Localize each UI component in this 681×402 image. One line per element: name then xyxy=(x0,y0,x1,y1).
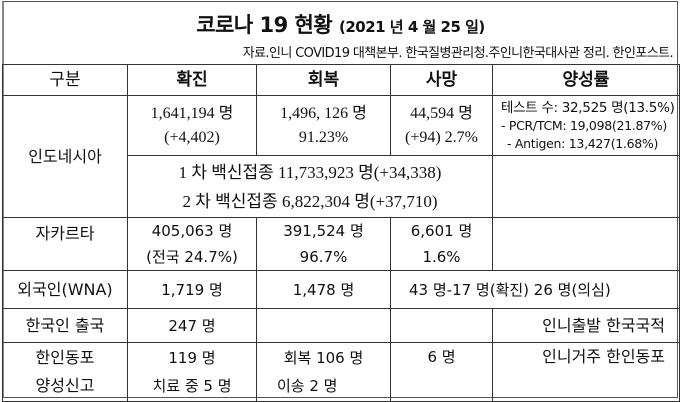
korean-departure-deaths xyxy=(390,308,493,343)
korean-residents-deaths: 6 명 xyxy=(390,342,493,402)
korean-residents-recovered: 회복 106 명 이송 2 명 xyxy=(256,342,391,402)
positivity-tests: 테스트 수: 32,525 명(13.5%) xyxy=(501,99,675,116)
row-label-jakarta: 자카르타 xyxy=(2,217,128,271)
korean-departure-recovered xyxy=(256,308,391,343)
indonesia-positivity: 테스트 수: 32,525 명(13.5%) - PCR/TCM: 19,098… xyxy=(492,95,680,156)
header-positivity: 양성률 xyxy=(492,64,680,96)
indonesia-recovered-total: 1,496, 126 명 xyxy=(280,104,367,122)
jakarta-recovered: 391,524 명 96.7% xyxy=(256,217,391,271)
jakarta-confirmed-share: (전국 24.7%) xyxy=(146,248,238,266)
page-title: 코로나 19 현황 (2021 년 4 월 25 일) xyxy=(0,9,681,39)
jakarta-recovered-total: 391,524 명 xyxy=(283,222,364,240)
wna-confirmed: 1,719 명 xyxy=(127,270,257,309)
header-category: 구분 xyxy=(2,64,128,96)
residents-transferred: 이송 2 명 xyxy=(277,377,338,395)
header-row: 구분 확진 회복 사망 양성률 xyxy=(2,64,680,96)
vaccine-first-dose: 1 차 백신접종 11,733,923 명(+34,338) xyxy=(178,162,442,182)
indonesia-confirmed-delta: (+4,402) xyxy=(164,128,220,146)
indonesia-deaths-rate: (+94) 2.7% xyxy=(404,128,478,146)
row-label-line2: 양성신고 xyxy=(35,376,95,395)
residents-in-treatment: 치료 중 5 명 xyxy=(152,377,232,395)
indonesia-recovered-rate: 91.23% xyxy=(298,128,349,146)
table-row-korean-residents: 한인동포 양성신고 119 명 치료 중 5 명 회복 106 명 이송 2 명… xyxy=(2,342,680,402)
table-row-jakarta: 자카르타 405,063 명 (전국 24.7%) 391,524 명 96.7… xyxy=(2,217,680,271)
korean-residents-confirmed: 119 명 치료 중 5 명 xyxy=(127,342,257,402)
residents-recovered: 회복 106 명 xyxy=(283,349,364,367)
jakarta-deaths: 6,601 명 1.6% xyxy=(390,217,493,271)
jakarta-positivity xyxy=(492,217,680,271)
positivity-pcr: - PCR/TCM: 19,098(21.87%) xyxy=(501,117,667,133)
table-row-korean-departure: 한국인 출국 247 명 인니출발 한국국적 xyxy=(2,308,680,343)
jakarta-recovered-rate: 96.7% xyxy=(299,248,348,266)
table-row-wna: 외국인(WNA) 1,719 명 1,478 명 43 명-17 명(확진) 2… xyxy=(2,270,680,309)
indonesia-recovered: 1,496, 126 명 91.23% xyxy=(256,95,391,156)
korean-departure-note: 인니출발 한국국적 xyxy=(492,308,680,343)
row-label-wna: 외국인(WNA) xyxy=(2,270,128,309)
jakarta-deaths-total: 6,601 명 xyxy=(410,222,473,240)
indonesia-deaths: 44,594 명 (+94) 2.7% xyxy=(390,95,493,156)
table-row-vaccine: 1 차 백신접종 11,733,923 명(+34,338) 2 차 백신접종 … xyxy=(3,155,680,218)
covid-status-table: 구분 확진 회복 사망 양성률 인도네시아 1,641,194 명 (+4,40… xyxy=(2,64,680,402)
row-label-korean-departure: 한국인 출국 xyxy=(2,308,128,343)
source-credit: 자료.인니 COVID19 대책본부. 한국질병관리청.주인니한국대사관 정리.… xyxy=(242,46,674,61)
indonesia-confirmed-total: 1,641,194 명 xyxy=(150,104,234,122)
residents-confirmed-total: 119 명 xyxy=(168,349,216,367)
row-label-indonesia: 인도네시아 xyxy=(2,95,128,218)
jakarta-confirmed: 405,063 명 (전국 24.7%) xyxy=(127,217,257,271)
header-deaths: 사망 xyxy=(390,64,493,96)
positivity-antigen: - Antigen: 13,427(1.68%) xyxy=(507,135,659,151)
row-label-line1: 한인동포 xyxy=(35,348,95,367)
wna-deaths-detail: 43 명-17 명(확진) 26 명(의심) xyxy=(390,270,680,309)
indonesia-vaccine: 1 차 백신접종 11,733,923 명(+34,338) 2 차 백신접종 … xyxy=(127,155,493,218)
header-recovered: 회복 xyxy=(256,64,391,96)
row-label-korean-residents: 한인동포 양성신고 xyxy=(2,342,128,402)
table-row-indonesia: 인도네시아 1,641,194 명 (+4,402) 1,496, 126 명 … xyxy=(2,95,680,218)
indonesia-confirmed: 1,641,194 명 (+4,402) xyxy=(127,95,257,156)
korean-departure-count: 247 명 xyxy=(127,308,257,343)
korean-residents-note: 인니거주 한인동포 xyxy=(492,342,680,402)
jakarta-confirmed-total: 405,063 명 xyxy=(151,222,233,240)
wna-recovered: 1,478 명 xyxy=(256,270,391,309)
vaccine-empty-cell xyxy=(492,155,680,218)
vaccine-second-dose: 2 차 백신접종 6,822,304 명(+37,710) xyxy=(182,191,438,211)
title-date: (2021 년 4 월 25 일) xyxy=(338,18,485,36)
header-confirmed: 확진 xyxy=(127,64,257,96)
jakarta-deaths-rate: 1.6% xyxy=(422,248,461,266)
indonesia-deaths-total: 44,594 명 xyxy=(410,104,473,122)
title-main: 코로나 19 현황 xyxy=(196,13,333,37)
